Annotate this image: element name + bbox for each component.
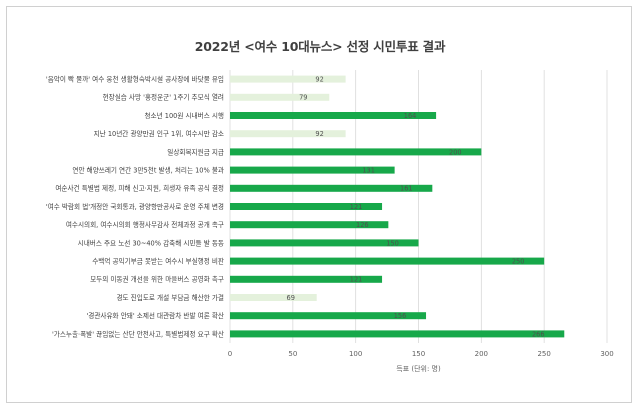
category-label: 지난 10년간 광양만권 인구 1위, 여수시만 감소 xyxy=(94,129,224,138)
bar xyxy=(230,221,389,229)
category-label: 연안 해양쓰레기 연간 3만5천t 발생, 처리는 10% 불과 xyxy=(72,166,224,175)
data-label: 121 xyxy=(350,203,363,211)
data-label: 92 xyxy=(315,76,323,84)
data-label: 164 xyxy=(404,112,417,120)
x-axis-title: 득표 (단위: 명) xyxy=(396,364,441,373)
bar xyxy=(230,275,383,283)
category-label: 여수시의회, 여수시의회 행정사무감사 전체과정 공개 촉구 xyxy=(66,220,224,229)
category-label: 여순사건 특별법 제정, 피해 신고·지원, 희생자 유족 공식 결정 xyxy=(55,184,224,193)
data-label: 126 xyxy=(356,221,369,229)
category-label: '여수 박람회 법'개정안 국회통과, 광양항만공사로 운영 주체 변경 xyxy=(46,202,224,211)
x-tick-label: 300 xyxy=(600,350,613,358)
x-tick-label: 250 xyxy=(537,350,550,358)
category-label: '음악이 빡 물까' 여수 웅천 생활형숙박시설 공사장에 바닷물 유입 xyxy=(46,75,224,84)
category-label: 경도 진입도로 개설 부담금 해산한 가결 xyxy=(116,293,224,302)
bar xyxy=(230,330,565,338)
bar xyxy=(230,294,317,301)
data-label: 79 xyxy=(299,94,307,102)
category-label: 시내버스 주요 노선 30~40% 감축해 시민들 발 동동 xyxy=(78,238,224,247)
x-tick-label: 50 xyxy=(288,350,297,358)
bar xyxy=(230,166,395,174)
data-label: 131 xyxy=(362,167,375,175)
data-label: 150 xyxy=(386,239,399,247)
x-tick-label: 100 xyxy=(349,350,362,358)
bar xyxy=(230,130,346,138)
data-label: 92 xyxy=(315,130,323,138)
data-label: 200 xyxy=(449,148,462,156)
data-label: 121 xyxy=(350,276,363,284)
category-label: 일상회복지원금 지급 xyxy=(167,147,224,156)
x-tick-label: 0 xyxy=(228,350,232,358)
category-label: '가스누출·폭발' 끊임없는 산단 안전사고, 특별법제정 요구 확산 xyxy=(52,329,224,338)
data-label: 69 xyxy=(287,294,295,302)
category-label: '경관사유화 안돼' 소제선 대관람차 반발 여론 확산 xyxy=(86,311,224,320)
bar xyxy=(230,93,330,101)
category-label: 청소년 100원 시내버스 시행 xyxy=(144,111,224,120)
bar xyxy=(230,312,427,320)
bar xyxy=(230,239,419,247)
bar xyxy=(230,257,545,265)
bar xyxy=(230,203,383,210)
data-label: 156 xyxy=(394,312,407,320)
x-tick-label: 200 xyxy=(475,350,488,358)
category-label: 모두의 이동권 개선을 위한 마을버스 공영화 촉구 xyxy=(90,275,224,284)
bar xyxy=(230,112,437,119)
data-label: 161 xyxy=(400,185,413,193)
bar xyxy=(230,75,346,83)
category-label: 수백억 공익기부금 못받는 여수시 부실행정 비판 xyxy=(92,257,224,266)
chart-title: 2022년 <여수 10대뉴스> 선정 시민투표 결과 xyxy=(194,39,446,54)
bar xyxy=(230,184,433,192)
data-label: 266 xyxy=(532,330,545,338)
data-label: 250 xyxy=(512,258,525,266)
x-tick-label: 150 xyxy=(412,350,425,358)
category-label: 현장실습 사망 '홍정운군' 1주기 추모식 열려 xyxy=(103,93,224,102)
bar xyxy=(230,148,482,156)
